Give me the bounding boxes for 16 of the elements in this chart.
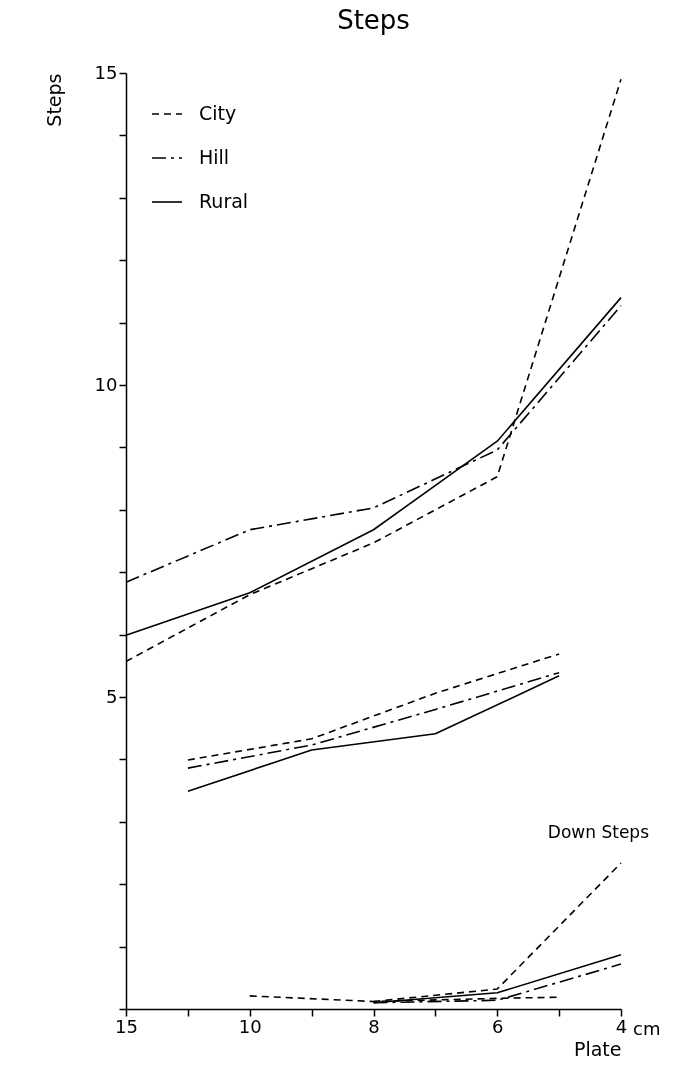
legend-label: City (199, 102, 237, 124)
legend-label: Rural (199, 190, 249, 212)
text: cm (633, 1018, 661, 1039)
y-tick-label: 5 (106, 685, 118, 707)
x-tick-label: 10 (238, 1015, 262, 1037)
chart-title: Steps (337, 5, 410, 35)
x-tick-label: 6 (492, 1015, 504, 1037)
x-axis-title: Plate (573, 1037, 622, 1060)
annotation: Down Steps (547, 822, 650, 842)
y-tick-label: 10 (94, 373, 118, 395)
x-tick-label: 8 (368, 1015, 380, 1037)
legend-label: Hill (199, 146, 230, 168)
x-tick-label: 15 (115, 1015, 138, 1037)
x-tick-label: 4 (615, 1015, 628, 1037)
y-axis-title: Steps (42, 73, 65, 127)
y-tick-label: 15 (94, 61, 118, 83)
